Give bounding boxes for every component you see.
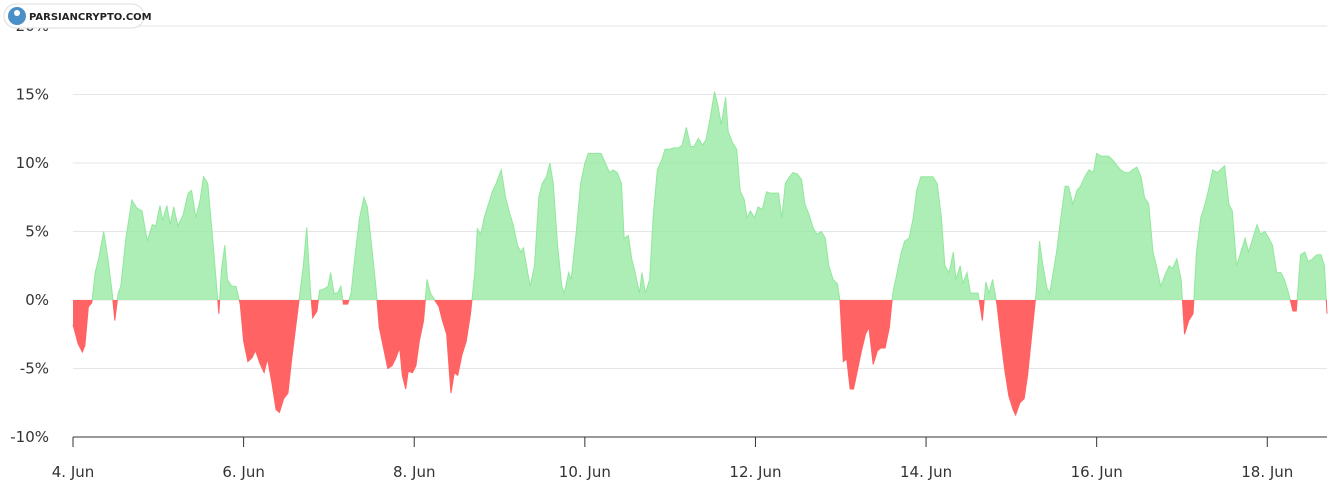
x-tick-label: 16. Jun (1071, 463, 1123, 481)
y-tick-label: -10% (10, 428, 49, 446)
negative-area (73, 300, 1327, 416)
plot-area (72, 91, 1328, 417)
y-tick-label: 10% (16, 154, 49, 172)
positive-area (73, 91, 1327, 300)
x-tick-label: 10. Jun (559, 463, 611, 481)
y-tick-label: -5% (20, 360, 49, 378)
x-tick-label: 6. Jun (222, 463, 265, 481)
watermark-badge: PARSIANCRYPTO.COM (3, 3, 152, 29)
x-tick-label: 14. Jun (900, 463, 952, 481)
x-tick-label: 12. Jun (729, 463, 781, 481)
watermark: PARSIANCRYPTO.COM (29, 12, 152, 23)
y-tick-label: 5% (25, 223, 49, 241)
negative-line (72, 300, 1328, 417)
y-tick-label: 15% (16, 86, 49, 104)
x-tick-label: 8. Jun (393, 463, 436, 481)
positive-line (91, 91, 1327, 300)
watermark-background (3, 3, 145, 29)
watermark-icon-dot (14, 10, 20, 16)
x-tick-label: 4. Jun (52, 463, 95, 481)
x-tick-label: 18. Jun (1241, 463, 1293, 481)
y-tick-label: 0% (25, 291, 49, 309)
